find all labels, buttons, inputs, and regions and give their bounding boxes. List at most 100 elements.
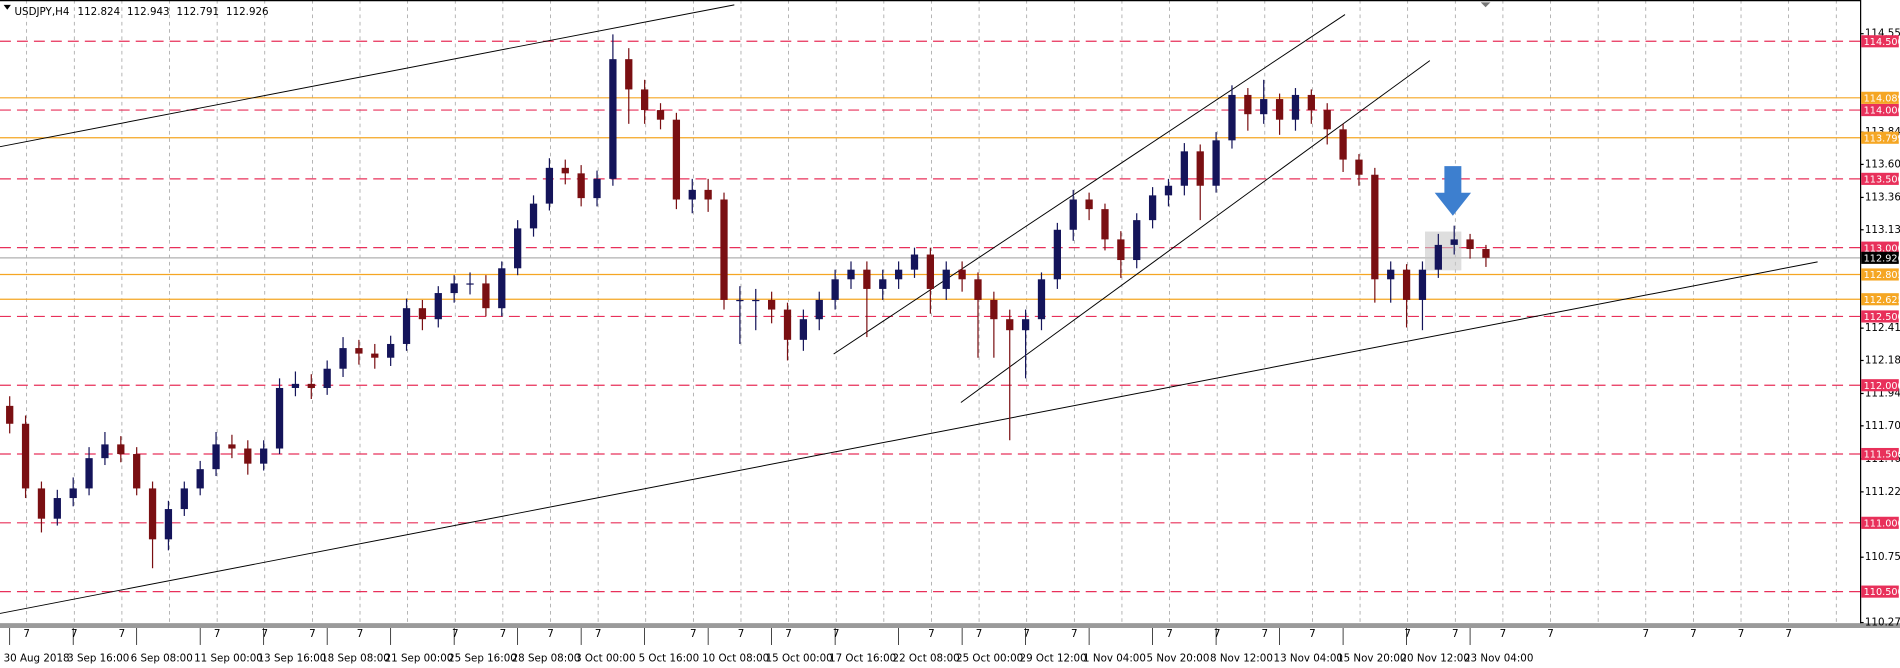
separator-label: 7: [1404, 628, 1411, 640]
candle-body: [688, 189, 696, 200]
separator-label: 7: [214, 628, 221, 640]
candle-body: [863, 269, 871, 289]
separator-label: 7: [976, 628, 983, 640]
y-tick-label: 112.180: [1865, 354, 1900, 366]
separator-label: 7: [690, 628, 697, 640]
candle-body: [1133, 220, 1141, 261]
level-label: 114.500: [1864, 37, 1900, 48]
candle-body: [1323, 110, 1331, 130]
candle-body: [704, 189, 712, 200]
candle-body: [990, 299, 998, 320]
trendline: [0, 261, 1818, 614]
close-value: 112.926: [226, 6, 269, 18]
candle-body: [1244, 94, 1252, 115]
candle-body: [275, 387, 284, 449]
level-label-box: [1861, 293, 1899, 306]
candle-body: [148, 488, 157, 540]
x-tick-label: 8 Nov 12:00: [1210, 652, 1273, 664]
level-label: 113.500: [1864, 174, 1900, 185]
x-tick-label: 3 Sep 16:00: [67, 652, 129, 664]
candle-body: [625, 59, 633, 90]
candle-body: [1117, 239, 1125, 261]
candle-body: [1307, 94, 1315, 111]
candle-body: [1434, 244, 1442, 270]
candle-body: [133, 454, 141, 489]
x-tick-label: 20 Nov 12:00: [1401, 652, 1470, 664]
candle-body: [1101, 209, 1109, 240]
level-label-box: [1861, 516, 1899, 529]
x-tick-label: 18 Sep 08:00: [321, 652, 390, 664]
separator-label: 7: [1214, 628, 1221, 640]
trendlines: [0, 4, 1818, 614]
candle-body: [371, 353, 379, 358]
candle-body: [1482, 249, 1490, 258]
level-label-box: [1861, 104, 1899, 117]
shift-marker: [1480, 2, 1491, 8]
low-value: 112.791: [177, 6, 220, 18]
candle-body: [307, 383, 315, 388]
level-label-box: [1861, 447, 1899, 461]
separator-label: 7: [785, 628, 792, 640]
candle-body: [561, 167, 569, 174]
candle-body: [450, 283, 458, 294]
level-label-box: [1861, 172, 1899, 185]
separator-label: 7: [738, 628, 745, 640]
level-label-box: [1861, 131, 1899, 144]
separator-label: 7: [928, 628, 935, 640]
candle-body: [418, 308, 427, 320]
candle-body: [879, 279, 887, 289]
separator-label: 7: [1500, 628, 1507, 640]
candle-body: [514, 228, 522, 269]
arrow: [1434, 166, 1472, 216]
x-tick-label: 10 Oct 08:00: [702, 652, 769, 664]
candle-body: [37, 488, 46, 519]
candle-body: [974, 279, 982, 300]
candle-body: [1069, 199, 1077, 230]
separator-label: 7: [1547, 628, 1554, 640]
y-tick-label: 113.365: [1865, 191, 1900, 203]
candle-body: [926, 254, 935, 289]
candle-body: [545, 167, 554, 204]
level-label: 111.500: [1864, 450, 1900, 461]
x-tick-label: 1 Nov 04:00: [1083, 652, 1146, 664]
separator-label: 7: [1690, 628, 1697, 640]
candle-body: [609, 59, 617, 179]
candle-body: [958, 269, 966, 280]
level-label: 112.625: [1864, 295, 1900, 306]
candle-body: [1339, 129, 1347, 160]
candle-body: [720, 199, 728, 300]
current-price-box: [1861, 251, 1899, 264]
candle-body: [529, 203, 538, 229]
candle-body: [323, 368, 331, 388]
candle-body: [656, 110, 665, 120]
candle-body: [1053, 229, 1061, 280]
x-tick-label: 5 Oct 16:00: [639, 652, 700, 664]
candle-body: [799, 319, 808, 340]
candle-body: [196, 469, 204, 489]
candle-body: [164, 509, 173, 540]
menu-triangle[interactable]: [3, 4, 11, 10]
x-tick-label: 25 Oct 00:00: [956, 652, 1023, 664]
level-label-box: [1861, 310, 1899, 323]
candle-body: [85, 458, 93, 489]
separator-label: 7: [357, 628, 364, 640]
separator-label: 7: [119, 628, 126, 640]
level-label-box: [1861, 91, 1899, 104]
candle-body: [1275, 99, 1284, 120]
level-label: 113.000: [1864, 243, 1900, 254]
candle-body: [212, 444, 220, 470]
candle-body: [355, 348, 363, 354]
candle-body: [1085, 199, 1093, 210]
header: USDJPY,H4 112.824 112.943 112.791 112.92…: [15, 6, 269, 18]
candle-body: [1006, 319, 1014, 331]
x-tick-label: 17 Oct 16:00: [829, 652, 896, 664]
x-tick-label: 13 Sep 16:00: [258, 652, 327, 664]
candle-body: [482, 283, 490, 309]
x-tick-label: 6 Sep 08:00: [131, 652, 193, 664]
x-tick-label: 22 Oct 08:00: [893, 652, 960, 664]
highlight-box: [1425, 231, 1462, 271]
x-axis-band: [0, 623, 1900, 628]
candle-body: [1148, 195, 1157, 221]
